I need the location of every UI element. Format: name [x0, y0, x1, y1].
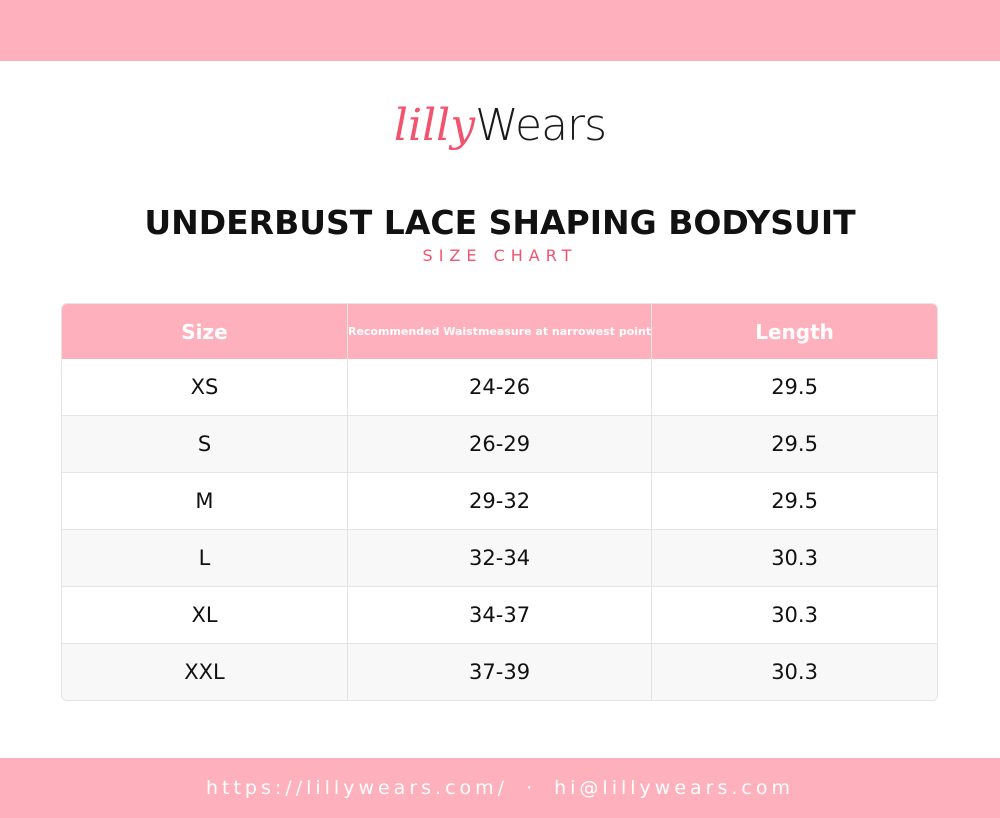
table-row: L 32-34 30.3	[62, 530, 937, 587]
footer-email[interactable]: hi@lillywears.com	[554, 777, 794, 799]
table-row: XS 24-26 29.5	[62, 359, 937, 416]
table-cell: 30.3	[651, 530, 937, 587]
table-cell: S	[62, 416, 347, 473]
table-cell: 30.3	[651, 587, 937, 644]
table-cell: L	[62, 530, 347, 587]
table-cell: 32-34	[346, 530, 652, 587]
footer: https://lillywears.com/ · hi@lillywears.…	[0, 758, 1000, 818]
table-cell: 29.5	[651, 359, 937, 416]
table-cell: 37-39	[346, 644, 652, 700]
footer-url[interactable]: https://lillywears.com/	[205, 777, 509, 799]
size-table: Size Recommended Waistmeasure at narrowes…	[61, 303, 938, 701]
table-cell: M	[62, 473, 347, 530]
footer-separator: ·	[526, 777, 537, 799]
logo-word: Wears	[475, 100, 607, 151]
title: UNDERBUST LACE SHAPING BODYSUIT	[144, 203, 856, 242]
table-cell: XL	[62, 587, 347, 644]
table-row: S 26-29 29.5	[62, 416, 937, 473]
column-header: Size	[62, 304, 347, 359]
table-cell: 34-37	[346, 587, 652, 644]
header-row: Size Recommended Waistmeasure at narrowes…	[62, 304, 937, 359]
table-row: M 29-32 29.5	[62, 473, 937, 530]
top-band	[0, 0, 1000, 61]
table-cell: 29-32	[346, 473, 652, 530]
subtitle: SIZE CHART	[422, 246, 578, 265]
column-header: Length	[651, 304, 937, 359]
table-cell: XXL	[62, 644, 347, 700]
table-row: XL 34-37 30.3	[62, 587, 937, 644]
table-row: XXL 37-39 30.3	[62, 644, 937, 700]
table-cell: XS	[62, 359, 347, 416]
table-cell: 30.3	[651, 644, 937, 700]
column-header: Recommended Waistmeasure at narrowest po…	[346, 304, 652, 359]
logo-script: lilly	[393, 100, 476, 151]
table-cell: 29.5	[651, 416, 937, 473]
table-cell: 24-26	[346, 359, 652, 416]
table-cell: 29.5	[651, 473, 937, 530]
table-cell: 26-29	[346, 416, 652, 473]
logo: lillyWears	[0, 100, 1000, 151]
